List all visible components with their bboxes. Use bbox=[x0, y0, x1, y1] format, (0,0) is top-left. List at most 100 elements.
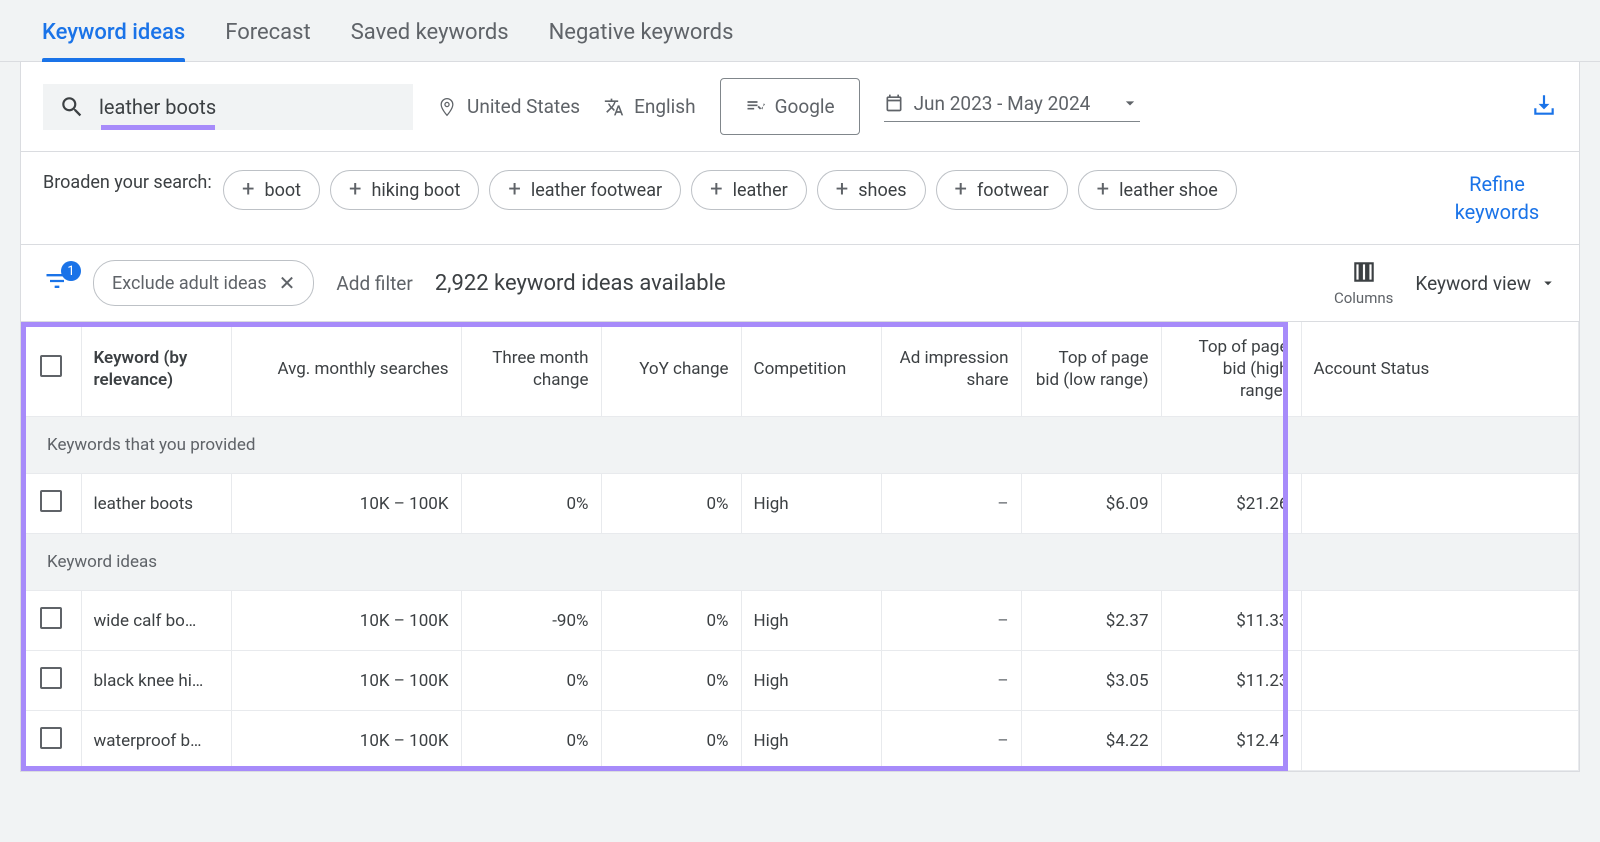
search-underline bbox=[101, 125, 215, 130]
add-filter-button[interactable]: Add filter bbox=[336, 272, 412, 295]
tab-keyword-ideas[interactable]: Keyword ideas bbox=[42, 20, 185, 61]
exclude-adult-chip[interactable]: Exclude adult ideas ✕ bbox=[93, 260, 314, 306]
cell-avg: 10K – 100K bbox=[231, 474, 461, 534]
col-yoy[interactable]: YoY change bbox=[601, 322, 741, 417]
cell-yoy: 0% bbox=[601, 474, 741, 534]
table-header-row: Keyword (by relevance) Avg. monthly sear… bbox=[21, 322, 1579, 417]
select-all-checkbox[interactable] bbox=[40, 355, 62, 377]
row-checkbox[interactable] bbox=[40, 667, 62, 689]
cell-bid-high: $21.26 bbox=[1161, 474, 1301, 534]
view-selector[interactable]: Keyword view bbox=[1415, 272, 1557, 295]
col-avg-searches[interactable]: Avg. monthly searches bbox=[231, 322, 461, 417]
table-row: black knee hi… 10K – 100K 0% 0% High – $… bbox=[21, 651, 1579, 711]
download-icon bbox=[1531, 92, 1557, 118]
cell-yoy: 0% bbox=[601, 651, 741, 711]
location-value: United States bbox=[467, 95, 580, 118]
col-keyword[interactable]: Keyword (by relevance) bbox=[81, 322, 231, 417]
refine-keywords-link[interactable]: Refine keywords bbox=[1437, 170, 1557, 226]
cell-bid-high: $12.41 bbox=[1161, 711, 1301, 771]
cell-adimp: – bbox=[881, 651, 1021, 711]
col-three-month[interactable]: Three month change bbox=[461, 322, 601, 417]
cell-3mo: 0% bbox=[461, 651, 601, 711]
tab-forecast[interactable]: Forecast bbox=[225, 20, 310, 61]
tabs-bar: Keyword ideas Forecast Saved keywords Ne… bbox=[0, 0, 1600, 62]
col-bid-high[interactable]: Top of page bid (high range) bbox=[1161, 322, 1301, 417]
chip-leather-footwear[interactable]: + leather footwear bbox=[489, 170, 681, 210]
cell-keyword[interactable]: wide calf bo… bbox=[81, 591, 231, 651]
row-checkbox[interactable] bbox=[40, 490, 62, 512]
cell-adimp: – bbox=[881, 591, 1021, 651]
chip-leather[interactable]: +leather bbox=[691, 170, 807, 210]
chip-leather-shoe[interactable]: + leather shoe bbox=[1078, 170, 1237, 210]
cell-yoy: 0% bbox=[601, 591, 741, 651]
cell-bid-low: $2.37 bbox=[1021, 591, 1161, 651]
cell-yoy: 0% bbox=[601, 711, 741, 771]
col-account-status[interactable]: Account Status bbox=[1301, 322, 1579, 417]
plus-icon: + bbox=[349, 179, 361, 201]
section-provided: Keywords that you provided bbox=[21, 417, 1579, 474]
chip-label: hiking boot bbox=[372, 180, 461, 201]
table-row: wide calf bo… 10K – 100K -90% 0% High – … bbox=[21, 591, 1579, 651]
search-query: leather boots bbox=[99, 95, 216, 119]
chip-footwear[interactable]: +footwear bbox=[936, 170, 1068, 210]
plus-icon: + bbox=[508, 179, 520, 201]
broaden-label: Broaden your search: bbox=[43, 170, 223, 195]
keyword-planner-page: Keyword ideas Forecast Saved keywords Ne… bbox=[0, 0, 1600, 772]
filter-count-badge: 1 bbox=[61, 261, 81, 281]
network-icon bbox=[745, 97, 765, 117]
columns-button[interactable]: Columns bbox=[1334, 259, 1393, 307]
tab-saved-keywords[interactable]: Saved keywords bbox=[351, 20, 509, 61]
plus-icon: + bbox=[1097, 179, 1109, 201]
search-input[interactable]: leather boots bbox=[43, 84, 413, 130]
chip-shoes[interactable]: +shoes bbox=[817, 170, 926, 210]
cell-bid-low: $4.22 bbox=[1021, 711, 1161, 771]
filter-button[interactable]: 1 bbox=[43, 267, 71, 299]
row-checkbox[interactable] bbox=[40, 607, 62, 629]
translate-icon bbox=[604, 97, 624, 117]
chip-label: footwear bbox=[977, 180, 1049, 201]
plus-icon: + bbox=[710, 179, 722, 201]
cell-avg: 10K – 100K bbox=[231, 651, 461, 711]
cell-keyword[interactable]: leather boots bbox=[81, 474, 231, 534]
row-checkbox[interactable] bbox=[40, 727, 62, 749]
chip-boot[interactable]: +boot bbox=[223, 170, 320, 210]
dropdown-icon bbox=[1120, 93, 1140, 113]
close-icon[interactable]: ✕ bbox=[279, 271, 296, 295]
cell-adimp: – bbox=[881, 474, 1021, 534]
cell-comp: High bbox=[741, 474, 881, 534]
col-bid-low[interactable]: Top of page bid (low range) bbox=[1021, 322, 1161, 417]
tab-negative-keywords[interactable]: Negative keywords bbox=[549, 20, 734, 61]
cell-comp: High bbox=[741, 651, 881, 711]
language-value: English bbox=[634, 95, 695, 118]
section-label: Keywords that you provided bbox=[21, 417, 1579, 474]
cell-3mo: 0% bbox=[461, 711, 601, 771]
chip-label: leather footwear bbox=[531, 180, 662, 201]
calendar-icon bbox=[884, 93, 904, 113]
chip-hiking-boot[interactable]: + hiking boot bbox=[330, 170, 479, 210]
chip-label: Exclude adult ideas bbox=[112, 273, 267, 294]
cell-bid-high: $11.33 bbox=[1161, 591, 1301, 651]
language-selector[interactable]: English bbox=[604, 95, 695, 118]
cell-keyword[interactable]: waterproof b… bbox=[81, 711, 231, 771]
broaden-section: Broaden your search: +boot +hiking boot … bbox=[20, 152, 1580, 245]
dropdown-icon bbox=[1539, 274, 1557, 292]
columns-icon bbox=[1351, 259, 1377, 285]
cell-avg: 10K – 100K bbox=[231, 711, 461, 771]
table-controls: 1 Exclude adult ideas ✕ Add filter 2,922… bbox=[20, 245, 1580, 322]
table-row: leather boots 10K – 100K 0% 0% High – $6… bbox=[21, 474, 1579, 534]
section-ideas: Keyword ideas bbox=[21, 534, 1579, 591]
filter-bar: leather boots United States English Goog… bbox=[20, 62, 1580, 152]
col-ad-impression[interactable]: Ad impression share bbox=[881, 322, 1021, 417]
chip-label: leather shoe bbox=[1119, 180, 1218, 201]
cell-bid-low: $6.09 bbox=[1021, 474, 1161, 534]
cell-avg: 10K – 100K bbox=[231, 591, 461, 651]
cell-keyword[interactable]: black knee hi… bbox=[81, 651, 231, 711]
date-range-selector[interactable]: Jun 2023 - May 2024 bbox=[884, 92, 1141, 122]
plus-icon: + bbox=[242, 179, 254, 201]
network-selector[interactable]: Google bbox=[720, 78, 860, 135]
location-selector[interactable]: United States bbox=[437, 95, 580, 118]
download-button[interactable] bbox=[1531, 92, 1557, 122]
col-competition[interactable]: Competition bbox=[741, 322, 881, 417]
cell-3mo: -90% bbox=[461, 591, 601, 651]
table-row: waterproof b… 10K – 100K 0% 0% High – $4… bbox=[21, 711, 1579, 771]
